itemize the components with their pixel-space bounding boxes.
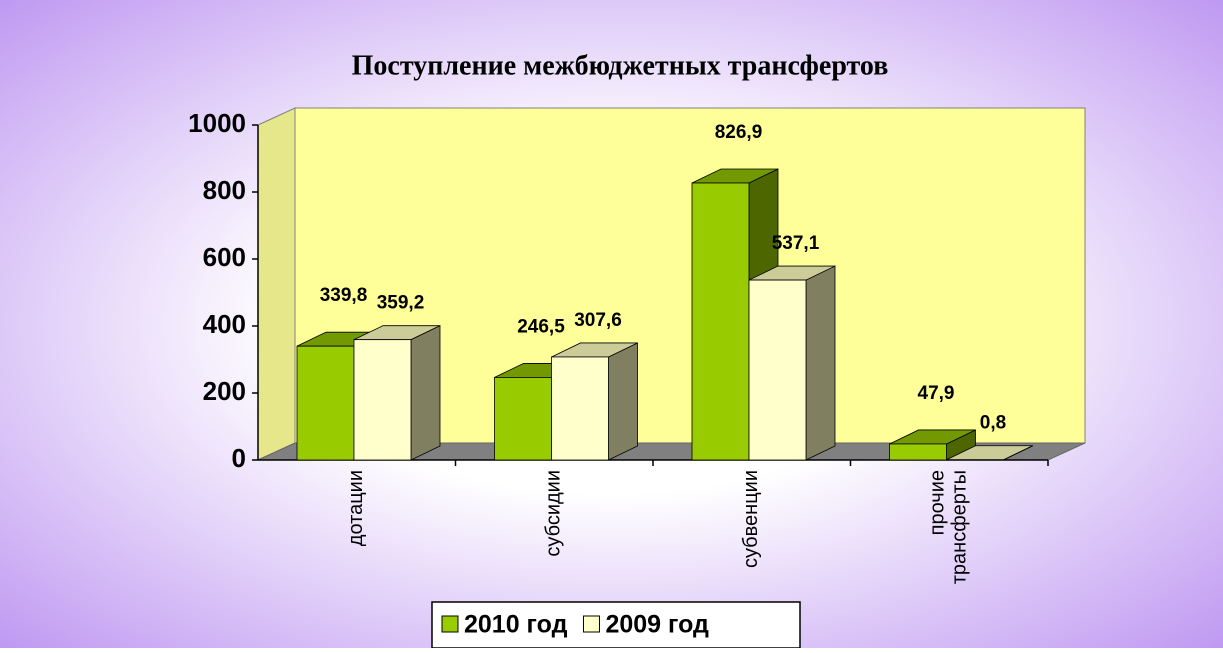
- legend-label: 2009 год: [605, 611, 709, 639]
- chart-title: Поступление межбюджетных трансфертов: [352, 50, 889, 81]
- x-tick-label: субсидии: [543, 470, 565, 557]
- y-tick-label: 200: [203, 376, 246, 406]
- legend-swatch: [583, 616, 599, 632]
- value-label: 359,2: [377, 293, 425, 314]
- bar-side: [609, 343, 638, 460]
- bar-side: [411, 326, 440, 460]
- y-tick-label: 0: [232, 443, 246, 473]
- bar: [552, 357, 609, 460]
- bar: [749, 280, 806, 460]
- value-label: 826,9: [715, 122, 763, 143]
- bar: [692, 183, 749, 460]
- bar: [890, 444, 947, 460]
- value-label: 0,8: [980, 413, 1006, 434]
- x-tick-label: дотации: [345, 470, 367, 546]
- y-tick-label: 1000: [188, 108, 246, 138]
- value-label: 537,1: [772, 233, 820, 254]
- value-label: 339,8: [320, 285, 368, 306]
- bar-side: [806, 266, 835, 460]
- y-tick-label: 800: [203, 175, 246, 205]
- y-tick-label: 400: [203, 309, 246, 339]
- x-tick-label: субвенции: [740, 470, 762, 568]
- y-tick-label: 600: [203, 242, 246, 272]
- value-label: 246,5: [517, 316, 565, 337]
- bar: [495, 377, 552, 460]
- value-label: 307,6: [574, 310, 622, 331]
- legend-swatch: [442, 616, 458, 632]
- bar: [297, 346, 354, 460]
- side-wall: [258, 108, 295, 460]
- value-label: 47,9: [918, 383, 955, 404]
- legend-label: 2010 год: [464, 611, 568, 639]
- bar: [354, 340, 411, 460]
